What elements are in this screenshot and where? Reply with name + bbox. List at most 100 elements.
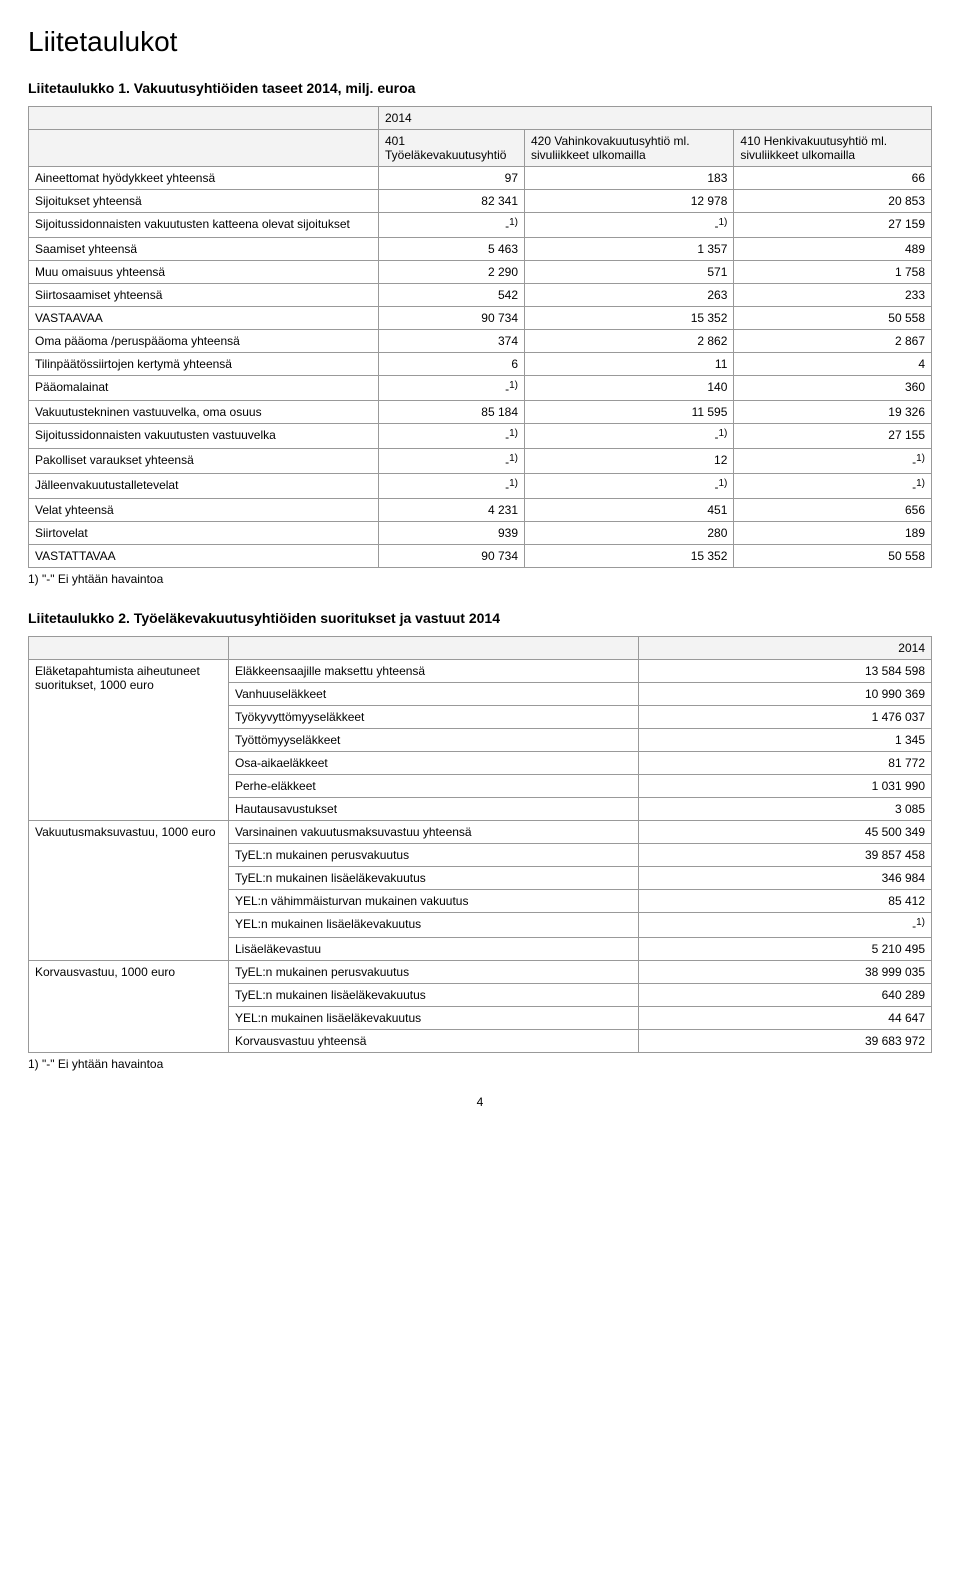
table-cell: 50 558 xyxy=(734,545,932,568)
table-cell: 12 xyxy=(525,449,734,474)
table-cell: 13 584 598 xyxy=(639,660,932,683)
row-label: Tilinpäätössiirtojen kertymä yhteensä xyxy=(29,353,379,376)
table-row: Vakuutustekninen vastuuvelka, oma osuus8… xyxy=(29,401,932,424)
table-row: VASTATTAVAA90 73415 35250 558 xyxy=(29,545,932,568)
row-label: Siirtosaamiset yhteensä xyxy=(29,284,379,307)
row-label: Pakolliset varaukset yhteensä xyxy=(29,449,379,474)
row-label: Sijoitussidonnaisten vakuutusten vastuuv… xyxy=(29,424,379,449)
table-cell: 360 xyxy=(734,376,932,401)
table-cell: 85 412 xyxy=(639,890,932,913)
table2-title: Liitetaulukko 2. Työeläkevakuutusyhtiöid… xyxy=(28,610,932,626)
table-cell: 640 289 xyxy=(639,984,932,1007)
subcategory: TyEL:n mukainen perusvakuutus xyxy=(229,844,639,867)
table-cell: 189 xyxy=(734,522,932,545)
table-cell: 542 xyxy=(379,284,525,307)
row-label: VASTATTAVAA xyxy=(29,545,379,568)
table-cell: 263 xyxy=(525,284,734,307)
table-cell: -1) xyxy=(734,449,932,474)
table1-year: 2014 xyxy=(379,107,932,130)
table-cell: 233 xyxy=(734,284,932,307)
table-cell: -1) xyxy=(379,213,525,238)
row-label: Jälleenvakuutustalletevelat xyxy=(29,474,379,499)
row-label: Oma pääoma /peruspääoma yhteensä xyxy=(29,330,379,353)
subcategory: Eläkkeensaajille maksettu yhteensä xyxy=(229,660,639,683)
table-row: Tilinpäätössiirtojen kertymä yhteensä611… xyxy=(29,353,932,376)
table-cell: 39 683 972 xyxy=(639,1030,932,1053)
subcategory: Hautausavustukset xyxy=(229,798,639,821)
table-cell: 1 345 xyxy=(639,729,932,752)
table-cell: 45 500 349 xyxy=(639,821,932,844)
subcategory: Korvausvastuu yhteensä xyxy=(229,1030,639,1053)
table-cell: 19 326 xyxy=(734,401,932,424)
table-cell: 939 xyxy=(379,522,525,545)
subcategory: Varsinainen vakuutusmaksuvastuu yhteensä xyxy=(229,821,639,844)
table-row: Aineettomat hyödykkeet yhteensä9718366 xyxy=(29,167,932,190)
table1-footnote: 1) "-" Ei yhtään havaintoa xyxy=(28,572,932,586)
table-cell: 81 772 xyxy=(639,752,932,775)
table-row: Sijoitussidonnaisten vakuutusten katteen… xyxy=(29,213,932,238)
table-row: VASTAAVAA90 73415 35250 558 xyxy=(29,307,932,330)
row-label: Pääomalainat xyxy=(29,376,379,401)
row-label: Saamiset yhteensä xyxy=(29,238,379,261)
table1-col1: 420 Vahinkovakuutusyhtiö ml. sivuliikkee… xyxy=(525,130,734,167)
subcategory: YEL:n mukainen lisäeläkevakuutus xyxy=(229,1007,639,1030)
table-row: Sijoitussidonnaisten vakuutusten vastuuv… xyxy=(29,424,932,449)
table-cell: 4 xyxy=(734,353,932,376)
table-cell: 90 734 xyxy=(379,545,525,568)
row-label: VASTAAVAA xyxy=(29,307,379,330)
table-row: Saamiset yhteensä5 4631 357489 xyxy=(29,238,932,261)
table-cell: 346 984 xyxy=(639,867,932,890)
table-cell: 280 xyxy=(525,522,734,545)
page-title: Liitetaulukot xyxy=(28,26,932,58)
table-cell: 50 558 xyxy=(734,307,932,330)
table-row: Jälleenvakuutustalletevelat-1)-1)-1) xyxy=(29,474,932,499)
table-cell: -1) xyxy=(379,474,525,499)
table-cell: 183 xyxy=(525,167,734,190)
subcategory: Työttömyyseläkkeet xyxy=(229,729,639,752)
table2: 2014Eläketapahtumista aiheutuneet suorit… xyxy=(28,636,932,1053)
table-cell: 2 862 xyxy=(525,330,734,353)
table-cell: 10 990 369 xyxy=(639,683,932,706)
row-label: Aineettomat hyödykkeet yhteensä xyxy=(29,167,379,190)
table-cell: 15 352 xyxy=(525,307,734,330)
table-cell: -1) xyxy=(379,376,525,401)
table-cell: 66 xyxy=(734,167,932,190)
table-cell: 38 999 035 xyxy=(639,961,932,984)
table-cell: 82 341 xyxy=(379,190,525,213)
table-cell: 11 595 xyxy=(525,401,734,424)
table-row: Oma pääoma /peruspääoma yhteensä3742 862… xyxy=(29,330,932,353)
table-cell: 5 210 495 xyxy=(639,938,932,961)
group-label: Eläketapahtumista aiheutuneet suoritukse… xyxy=(29,660,229,821)
table-cell: 20 853 xyxy=(734,190,932,213)
table-cell: 11 xyxy=(525,353,734,376)
table-row: Vakuutusmaksuvastuu, 1000 euroVarsinaine… xyxy=(29,821,932,844)
row-label: Vakuutustekninen vastuuvelka, oma osuus xyxy=(29,401,379,424)
row-label: Muu omaisuus yhteensä xyxy=(29,261,379,284)
table-cell: 1 758 xyxy=(734,261,932,284)
table-cell: 451 xyxy=(525,499,734,522)
table-row: Sijoitukset yhteensä82 34112 97820 853 xyxy=(29,190,932,213)
table-cell: -1) xyxy=(379,449,525,474)
table-cell: 15 352 xyxy=(525,545,734,568)
table-cell: 571 xyxy=(525,261,734,284)
group-label: Korvausvastuu, 1000 euro xyxy=(29,961,229,1053)
table-cell: 90 734 xyxy=(379,307,525,330)
table-cell: 140 xyxy=(525,376,734,401)
subcategory: TyEL:n mukainen perusvakuutus xyxy=(229,961,639,984)
subcategory: Lisäeläkevastuu xyxy=(229,938,639,961)
row-label: Siirtovelat xyxy=(29,522,379,545)
table-row: Muu omaisuus yhteensä2 2905711 758 xyxy=(29,261,932,284)
row-label: Velat yhteensä xyxy=(29,499,379,522)
table1-col0: 401 Työeläkevakuutusyhtiö xyxy=(379,130,525,167)
table-cell: 1 031 990 xyxy=(639,775,932,798)
subcategory: Osa-aikaeläkkeet xyxy=(229,752,639,775)
table-cell: 12 978 xyxy=(525,190,734,213)
table-cell: -1) xyxy=(525,424,734,449)
table-row: Siirtosaamiset yhteensä542263233 xyxy=(29,284,932,307)
table-cell: 39 857 458 xyxy=(639,844,932,867)
subcategory: YEL:n mukainen lisäeläkevakuutus xyxy=(229,913,639,938)
table-cell: 1 357 xyxy=(525,238,734,261)
subcategory: TyEL:n mukainen lisäeläkevakuutus xyxy=(229,984,639,1007)
subcategory: Vanhuuseläkkeet xyxy=(229,683,639,706)
table-cell: 2 290 xyxy=(379,261,525,284)
